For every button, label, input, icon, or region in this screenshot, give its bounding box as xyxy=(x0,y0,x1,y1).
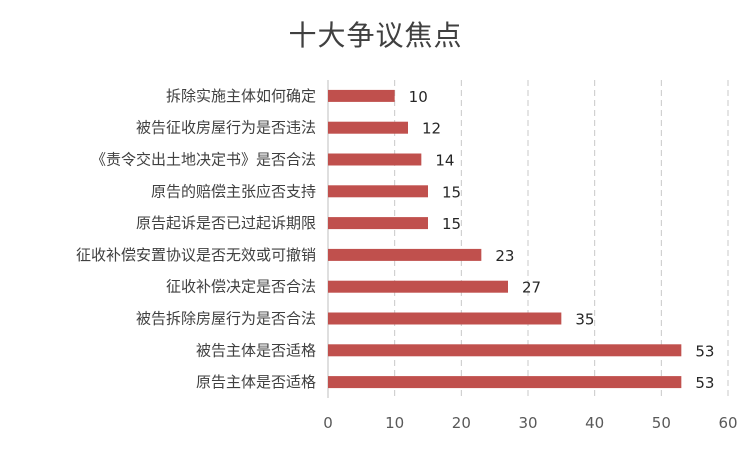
x-tick-label: 60 xyxy=(718,414,737,432)
data-label: 14 xyxy=(435,152,454,170)
x-tick-label: 40 xyxy=(585,414,604,432)
bar xyxy=(328,312,562,325)
data-label: 15 xyxy=(442,215,461,233)
bar xyxy=(328,89,395,102)
data-label: 35 xyxy=(575,311,594,329)
x-tick-label: 10 xyxy=(385,414,404,432)
category-label: 被告拆除房屋行为是否合法 xyxy=(136,310,316,328)
category-label: 征收补偿决定是否合法 xyxy=(166,278,316,296)
category-label: 原告主体是否适格 xyxy=(196,373,316,391)
data-label: 53 xyxy=(695,374,714,392)
bar xyxy=(328,376,682,389)
category-label: 《责令交出土地决定书》是否合法 xyxy=(91,151,316,169)
bar xyxy=(328,217,428,230)
bar xyxy=(328,280,508,293)
data-label: 12 xyxy=(422,120,441,138)
x-tick-label: 0 xyxy=(323,414,333,432)
data-label: 10 xyxy=(409,88,428,106)
bar xyxy=(328,344,682,357)
bar xyxy=(328,153,422,166)
category-label: 被告主体是否适格 xyxy=(196,341,316,359)
data-label: 15 xyxy=(442,183,461,201)
category-label: 被告征收房屋行为是否违法 xyxy=(136,119,316,137)
bar xyxy=(328,185,428,198)
data-label: 23 xyxy=(495,247,514,265)
x-tick-label: 30 xyxy=(518,414,537,432)
data-label: 53 xyxy=(695,342,714,360)
category-label: 拆除实施主体如何确定 xyxy=(166,87,316,105)
category-label: 原告的赔偿主张应否支持 xyxy=(151,182,316,200)
chart-title: 十大争议焦点 xyxy=(288,19,463,52)
bar xyxy=(328,248,482,261)
category-label: 原告起诉是否已过起诉期限 xyxy=(136,214,316,232)
data-label: 27 xyxy=(522,279,541,297)
x-tick-label: 20 xyxy=(452,414,471,432)
category-label: 征收补偿安置协议是否无效或可撤销 xyxy=(76,246,316,264)
x-tick-label: 50 xyxy=(652,414,671,432)
bar xyxy=(328,121,408,134)
